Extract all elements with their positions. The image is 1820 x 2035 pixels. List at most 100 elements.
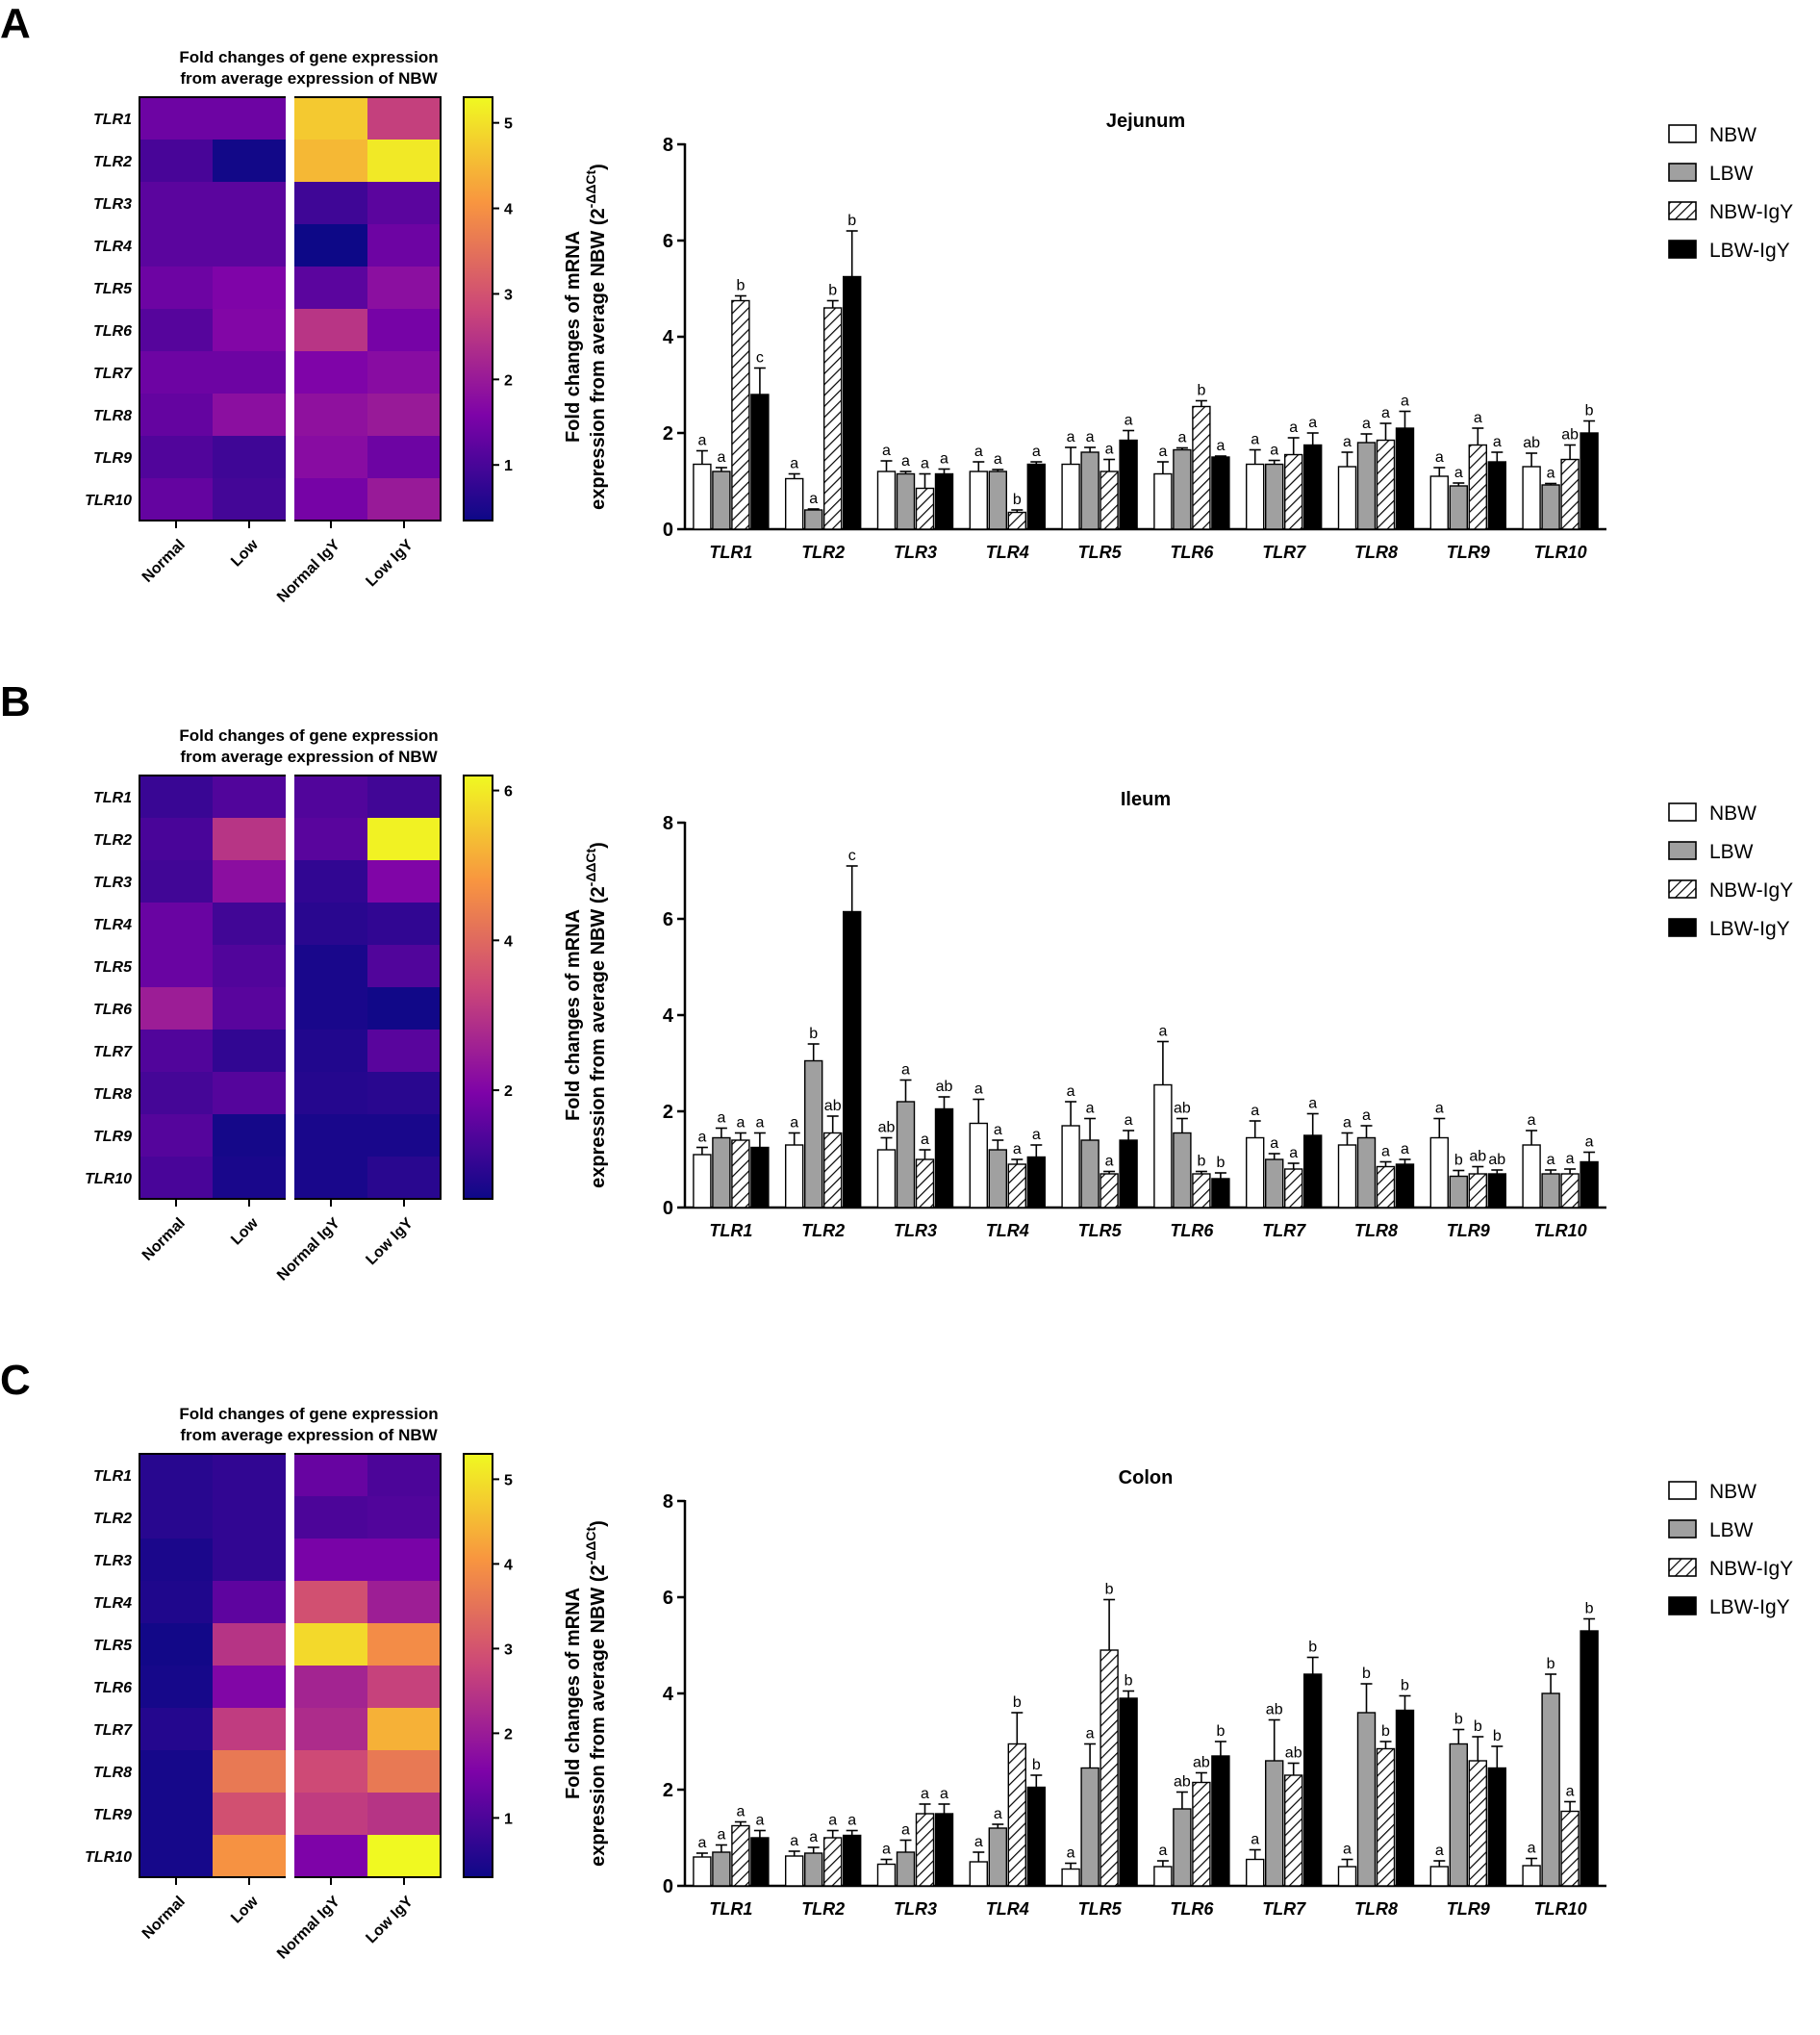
bar — [1429, 475, 1450, 530]
y-tick-label: 6 — [663, 1588, 673, 1609]
significance-label: a — [1067, 429, 1075, 445]
bar — [1173, 448, 1192, 530]
heatmap-cell — [367, 903, 441, 946]
heatmap-row-label: TLR1 — [93, 1468, 132, 1485]
heatmap-cell — [294, 351, 367, 394]
bar — [1100, 1649, 1119, 1887]
significance-label: a — [1216, 438, 1225, 454]
heatmap-row-label: TLR7 — [93, 1722, 133, 1739]
significance-label: a — [717, 1827, 725, 1844]
bar — [1100, 1173, 1119, 1208]
bar — [915, 1813, 935, 1887]
heatmap-cell — [367, 1581, 441, 1624]
significance-label: a — [790, 456, 798, 472]
significance-label: ab — [1193, 1755, 1210, 1771]
significance-label: a — [1343, 434, 1352, 450]
significance-label: b — [828, 283, 837, 299]
bar — [1376, 1165, 1396, 1208]
bar — [712, 1136, 731, 1208]
heatmap-row-label: TLR6 — [93, 1002, 132, 1018]
legend-swatch — [1668, 1558, 1697, 1577]
heatmap-cell — [294, 903, 367, 946]
heatmap-cell — [367, 1708, 441, 1751]
legend-swatch — [1668, 918, 1697, 937]
y-tick-label: 8 — [663, 135, 673, 156]
significance-label: c — [848, 848, 856, 864]
significance-label: a — [1125, 413, 1133, 429]
significance-label: b — [1013, 492, 1022, 508]
bar-chart-title: Ileum — [1121, 789, 1171, 810]
y-tick-label: 4 — [663, 1684, 674, 1705]
colorbar-tick-label: 2 — [504, 1083, 513, 1100]
heatmap-row-label: TLR4 — [93, 917, 132, 933]
significance-label: ab — [1266, 1702, 1283, 1718]
heatmap-cell — [294, 224, 367, 267]
bar — [1522, 1144, 1541, 1208]
heatmap-title-line2: from average expression of NBW — [180, 69, 438, 88]
significance-label: a — [1032, 444, 1041, 460]
colorbar-tick-label: 3 — [504, 287, 513, 303]
heatmap-col-label: Low IgY — [363, 1215, 417, 1269]
heatmap-cell — [367, 309, 441, 352]
significance-label: b — [1381, 1723, 1390, 1740]
heatmap-cell — [139, 351, 213, 394]
heatmap-cell — [294, 987, 367, 1030]
y-axis-label-superscript: -ΔΔCt — [583, 849, 598, 887]
heatmap-cell — [367, 1114, 441, 1157]
bar — [712, 471, 731, 530]
bar — [1264, 1158, 1284, 1208]
panel-label-c: C — [0, 1357, 31, 1404]
heatmap-cell — [294, 1581, 367, 1624]
significance-label: b — [1401, 1678, 1409, 1694]
colorbar-tick-label: 2 — [504, 372, 513, 389]
heatmap-cell — [139, 394, 213, 437]
heatmap-cell — [139, 776, 213, 819]
significance-label: a — [1362, 416, 1371, 432]
bar — [1245, 1136, 1265, 1208]
significance-label: a — [901, 1822, 910, 1839]
x-tick-label: TLR6 — [1170, 1899, 1214, 1919]
x-tick-label: TLR8 — [1354, 1899, 1398, 1919]
bar — [731, 1824, 750, 1887]
bar — [1487, 1173, 1507, 1208]
significance-label: a — [1032, 1127, 1041, 1143]
bar — [1429, 1136, 1450, 1208]
heatmap-cell — [294, 1114, 367, 1157]
bar — [1061, 463, 1080, 530]
y-tick-label: 0 — [663, 1876, 673, 1897]
heatmap-cell — [139, 860, 213, 903]
bar — [1119, 1697, 1138, 1887]
significance-label: a — [1528, 1841, 1536, 1857]
y-axis-label: Fold changes of mRNA expression from aver… — [563, 842, 609, 1188]
bar — [969, 1122, 988, 1208]
bar — [1173, 1132, 1192, 1208]
heatmap-cell — [294, 1157, 367, 1200]
bar — [1356, 1136, 1377, 1208]
heatmap-cell — [294, 1835, 367, 1878]
heatmap-gap — [286, 1453, 294, 1878]
significance-label: a — [1289, 1145, 1298, 1161]
legend-label: LBW-IgY — [1709, 1596, 1790, 1618]
heatmap-cell — [213, 945, 286, 988]
bar — [896, 1851, 916, 1887]
bar — [823, 307, 843, 530]
heatmap-cell — [367, 818, 441, 861]
bar — [1560, 458, 1580, 530]
significance-label: a — [940, 451, 948, 468]
bar — [1283, 453, 1303, 530]
heatmap-row-label: TLR6 — [93, 323, 132, 340]
bar — [1302, 1134, 1323, 1208]
bar — [1192, 1173, 1211, 1208]
significance-label: a — [697, 1130, 706, 1146]
bar — [1356, 1712, 1377, 1887]
heatmap-cell — [294, 945, 367, 988]
bar — [915, 487, 935, 530]
heatmap-col-label: Normal IgY — [274, 1215, 343, 1285]
significance-label: a — [921, 1786, 929, 1802]
heatmap-cell — [213, 1793, 286, 1836]
x-tick-label: TLR9 — [1447, 1221, 1490, 1240]
x-tick-label: TLR3 — [894, 1221, 937, 1240]
colorbar-tick-label: 5 — [504, 116, 513, 133]
heatmap-cell — [294, 309, 367, 352]
bar — [988, 1149, 1008, 1208]
